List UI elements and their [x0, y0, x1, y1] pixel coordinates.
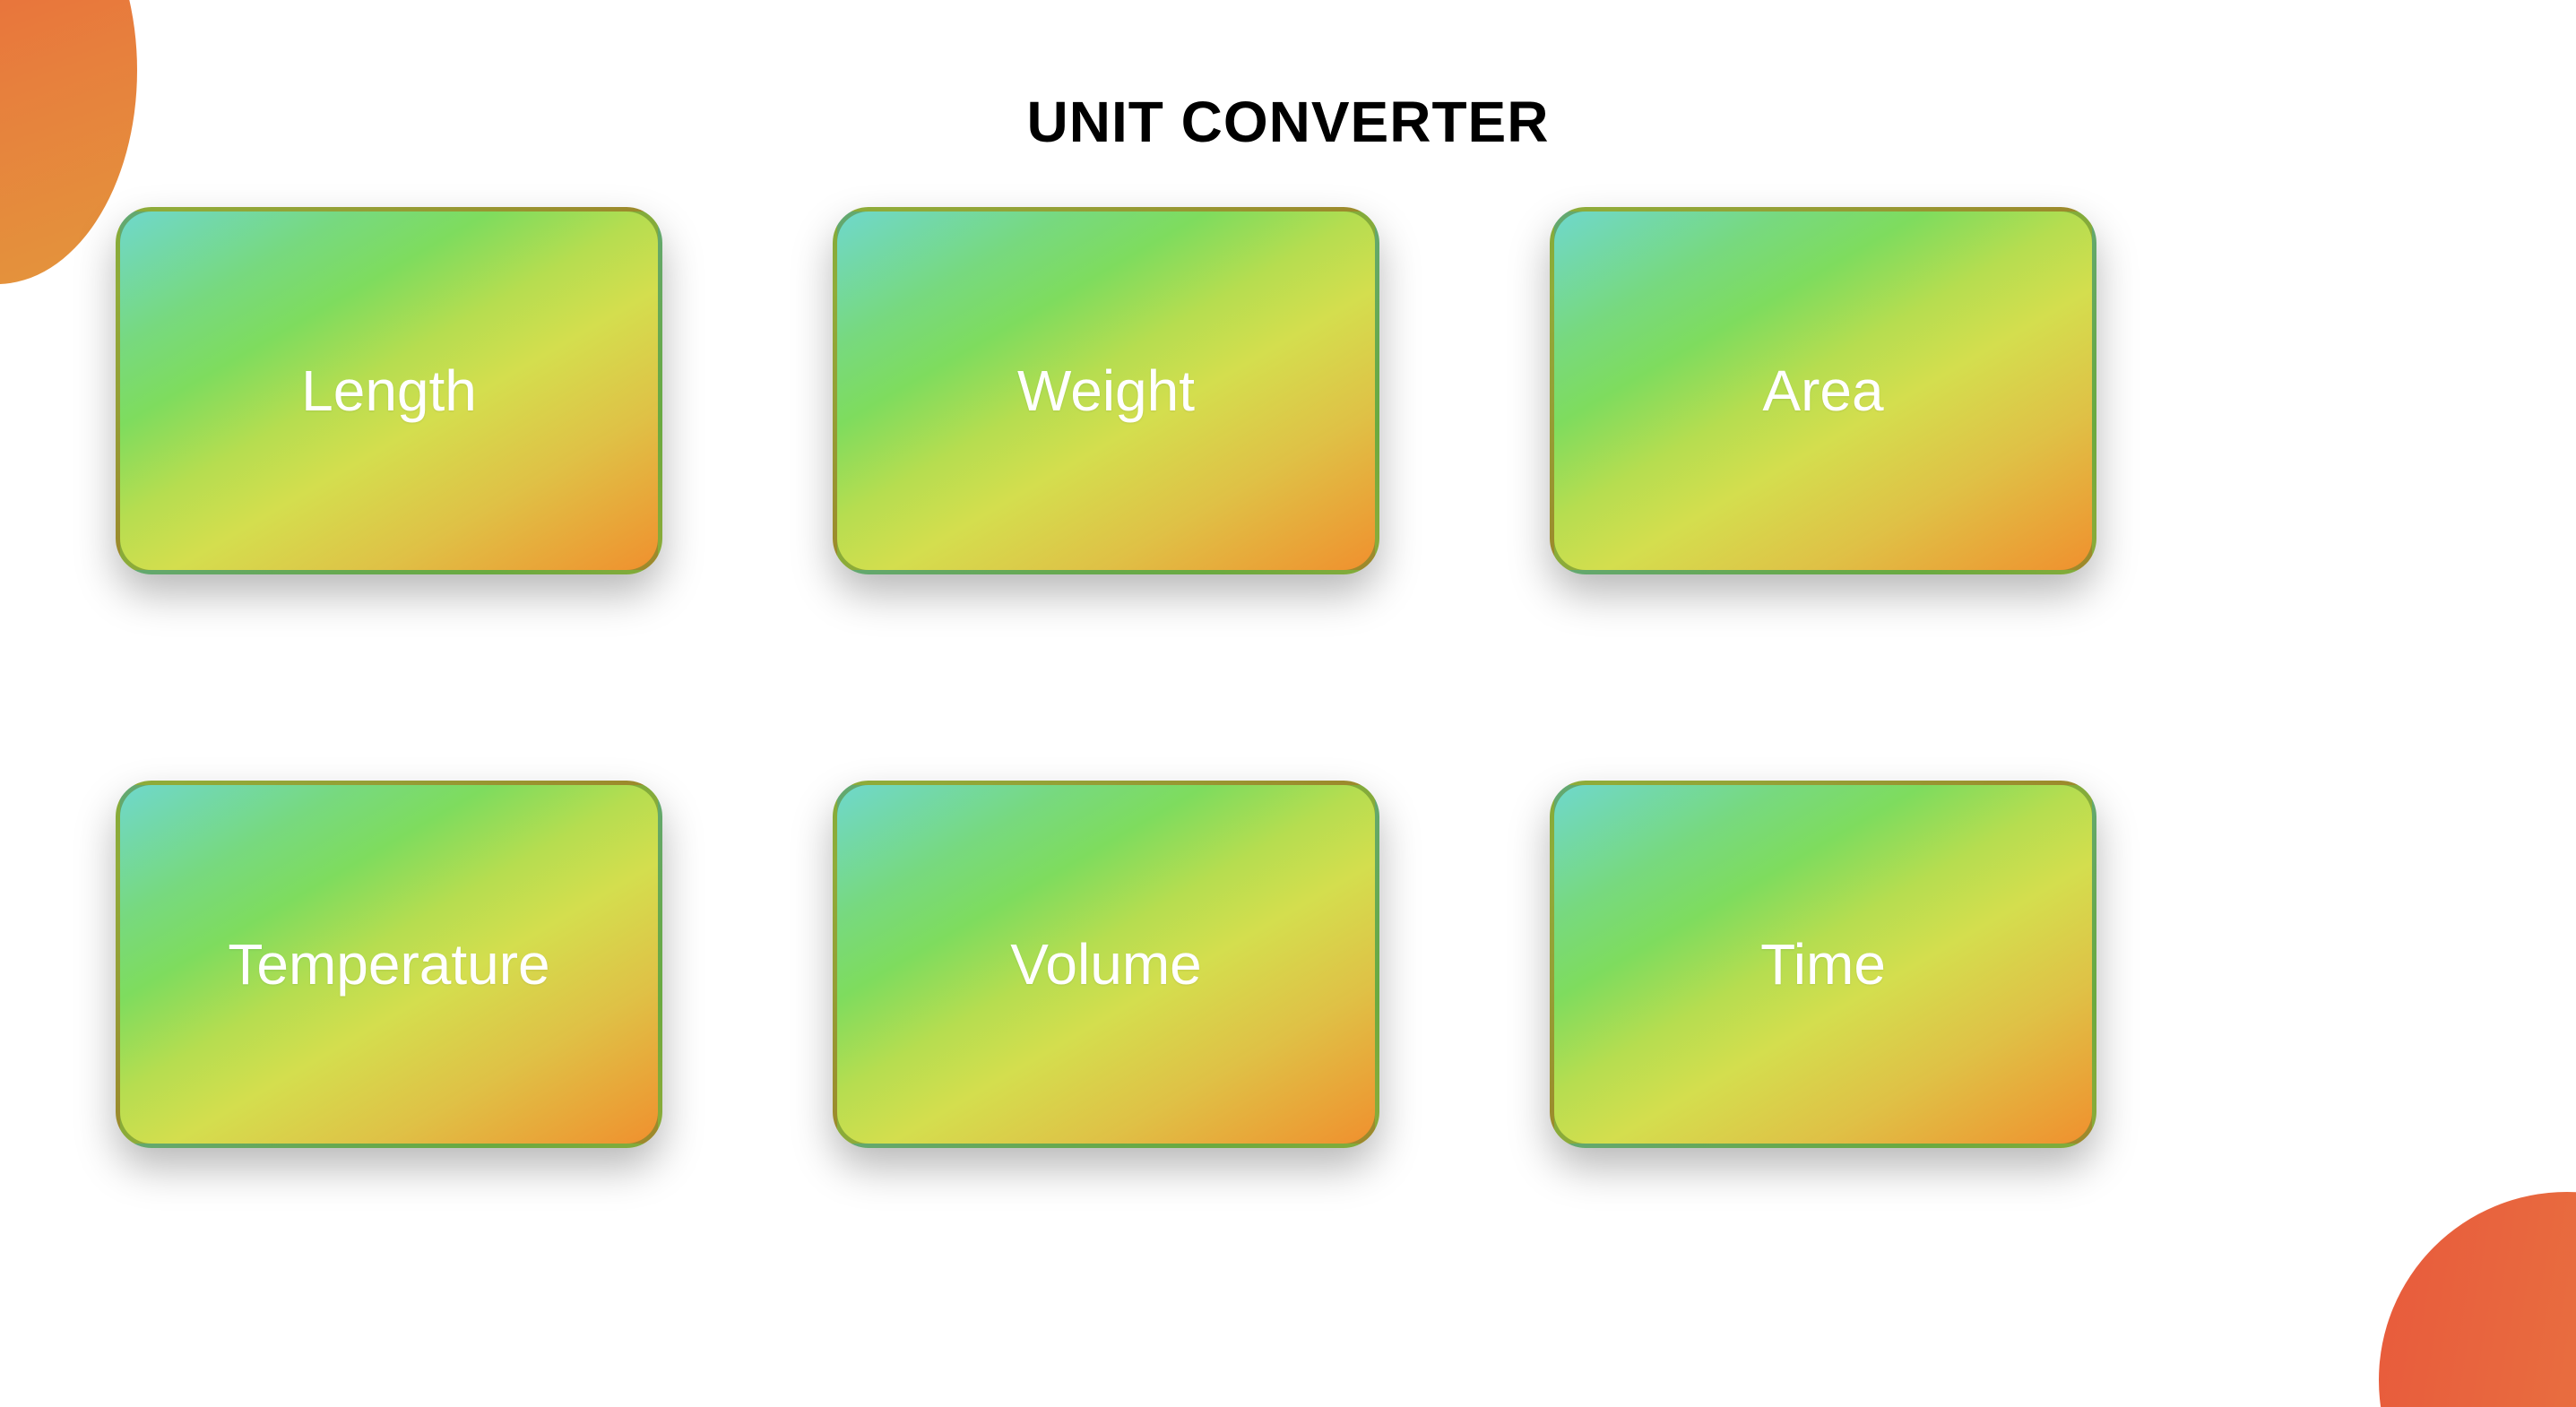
converter-card-temperature[interactable]: Temperature [116, 781, 662, 1148]
converter-card-label: Area [1762, 358, 1884, 423]
converter-card-label: Temperature [228, 932, 550, 997]
converter-card-weight[interactable]: Weight [833, 207, 1379, 574]
converter-grid: Length Weight Area Temperature Volume Ti… [116, 207, 2096, 1152]
converter-card-area[interactable]: Area [1550, 207, 2096, 574]
page-title: UNIT CONVERTER [1026, 90, 1550, 154]
converter-card-length[interactable]: Length [116, 207, 662, 574]
converter-card-label: Weight [1016, 358, 1196, 423]
converter-card-label: Length [301, 358, 477, 423]
converter-card-label: Time [1760, 932, 1886, 997]
decorative-circle-bottom-right [2379, 1192, 2576, 1407]
converter-card-volume[interactable]: Volume [833, 781, 1379, 1148]
converter-card-time[interactable]: Time [1550, 781, 2096, 1148]
converter-card-label: Volume [1010, 932, 1202, 997]
